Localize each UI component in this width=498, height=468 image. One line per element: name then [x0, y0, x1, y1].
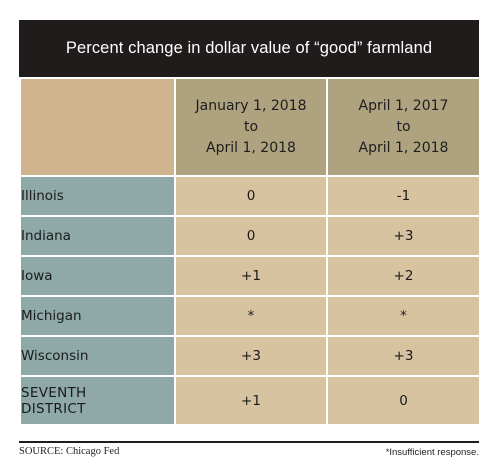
header-row: January 1, 2018 to April 1, 2018 April 1… — [19, 77, 481, 177]
table-row: Wisconsin +3 +3 — [19, 335, 481, 377]
table-cell: +1 — [174, 375, 328, 426]
table-row: Indiana 0 +3 — [19, 215, 481, 257]
table-title: Percent change in dollar value of “good”… — [19, 20, 479, 77]
column-header-line: April 1, 2018 — [206, 139, 296, 156]
table-cell: +3 — [326, 335, 481, 377]
corner-cell — [19, 77, 176, 177]
table-cell: +2 — [326, 255, 481, 297]
table-cell: 0 — [174, 175, 328, 217]
table-cell: * — [326, 295, 481, 337]
column-header-line: January 1, 2018 — [195, 97, 307, 114]
table-cell: +3 — [174, 335, 328, 377]
row-label-line: DISTRICT — [21, 400, 86, 417]
table-cell: +3 — [326, 215, 481, 257]
row-label-illinois: Illinois — [19, 175, 176, 217]
table-row: Iowa +1 +2 — [19, 255, 481, 297]
farmland-table-figure: Percent change in dollar value of “good”… — [19, 20, 481, 426]
table-cell: 0 — [174, 215, 328, 257]
table-cell: +1 — [174, 255, 328, 297]
column-header-line: to — [396, 118, 411, 135]
footer: SOURCE: Chicago Fed *Insufficient respon… — [19, 446, 479, 460]
row-label-line: SEVENTH — [21, 384, 87, 401]
data-table: January 1, 2018 to April 1, 2018 April 1… — [19, 77, 481, 426]
table-row: SEVENTH DISTRICT +1 0 — [19, 375, 481, 426]
column-header-1: January 1, 2018 to April 1, 2018 — [174, 77, 328, 177]
table-cell: 0 — [326, 375, 481, 426]
row-label-iowa: Iowa — [19, 255, 176, 297]
source-note: SOURCE: Chicago Fed — [19, 446, 120, 457]
column-header-2: April 1, 2017 to April 1, 2018 — [326, 77, 481, 177]
column-header-line: April 1, 2017 — [358, 97, 449, 114]
table-cell: -1 — [326, 175, 481, 217]
row-label-indiana: Indiana — [19, 215, 176, 257]
table-row: Michigan * * — [19, 295, 481, 337]
table-cell: * — [174, 295, 328, 337]
row-label-michigan: Michigan — [19, 295, 176, 337]
row-label-seventh-district: SEVENTH DISTRICT — [19, 375, 176, 426]
column-header-line: April 1, 2018 — [358, 139, 449, 156]
row-label-wisconsin: Wisconsin — [19, 335, 176, 377]
footnote: *Insufficient response. — [385, 447, 479, 458]
column-header-line: to — [243, 118, 259, 135]
table-row: Illinois 0 -1 — [19, 175, 481, 217]
bottom-rule — [19, 441, 479, 443]
